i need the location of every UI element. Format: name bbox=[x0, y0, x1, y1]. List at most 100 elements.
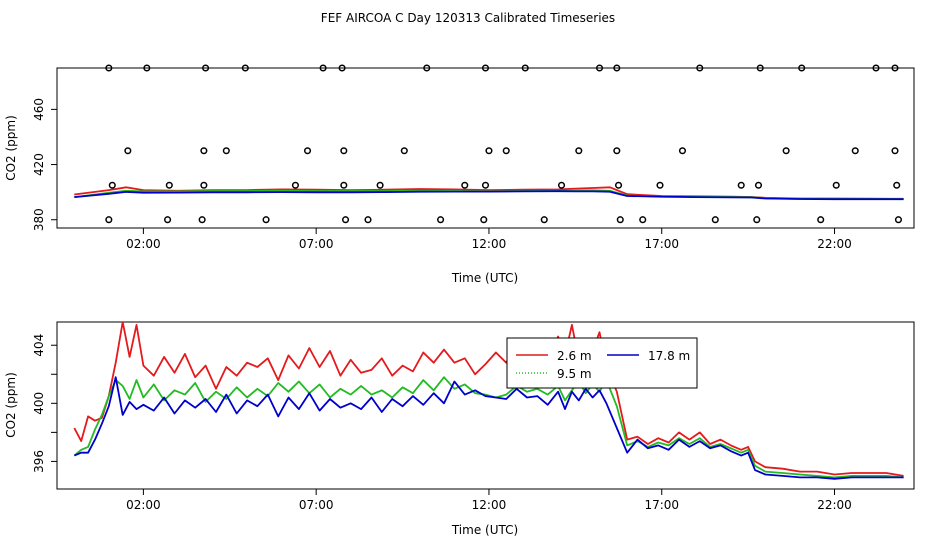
top-y-tick-label: 460 bbox=[32, 98, 46, 121]
calibration-point bbox=[737, 181, 745, 189]
calibration-point bbox=[291, 181, 299, 189]
calibration-point bbox=[782, 147, 790, 155]
calibration-point bbox=[872, 64, 880, 72]
calibration-point bbox=[485, 147, 493, 155]
calibration-point bbox=[376, 181, 384, 189]
calibration-point bbox=[400, 147, 408, 155]
calibration-point bbox=[480, 216, 488, 224]
bottom-y-axis-label: CO2 (ppm) bbox=[4, 372, 18, 438]
top-x-tick-label: 02:00 bbox=[126, 237, 161, 251]
calibration-point bbox=[108, 181, 116, 189]
calibration-point bbox=[639, 216, 647, 224]
top-y-tick-label: 380 bbox=[32, 208, 46, 231]
top-series-lines bbox=[74, 186, 904, 201]
calibration-point bbox=[437, 216, 445, 224]
top-x-tick-label: 07:00 bbox=[299, 237, 334, 251]
legend-label-2.6m: 2.6 m bbox=[557, 349, 592, 363]
bottom-axis-ticks: 02:00 07:00 12:00 17:00 22:00 396 400 404 bbox=[32, 334, 852, 512]
top-axis-ticks: 02:00 07:00 12:00 17:00 22:00 380 420 460 bbox=[32, 98, 852, 251]
calibration-point bbox=[222, 147, 230, 155]
bottom-y-tick-label: 396 bbox=[32, 450, 46, 473]
top-x-tick-label: 17:00 bbox=[644, 237, 679, 251]
calibration-point bbox=[461, 181, 469, 189]
calibration-point bbox=[893, 181, 901, 189]
calibration-point bbox=[540, 216, 548, 224]
calibration-point bbox=[340, 181, 348, 189]
top-calibration-points bbox=[105, 64, 902, 224]
bottom-series-line-17.8m bbox=[73, 376, 904, 480]
bottom-panel-inlet-heights: Time (UTC) CO2 (ppm) 02:00 07:00 12:00 17:0… bbox=[4, 321, 915, 537]
calibration-point bbox=[832, 181, 840, 189]
calibration-point bbox=[198, 216, 206, 224]
calibration-point bbox=[753, 216, 761, 224]
calibration-point bbox=[319, 64, 327, 72]
calibration-point bbox=[502, 147, 510, 155]
calibration-point bbox=[754, 181, 763, 189]
calibration-point bbox=[798, 64, 806, 72]
legend: 2.6 m 17.8 m 9.5 m bbox=[506, 337, 698, 389]
bottom-x-axis-label: Time (UTC) bbox=[451, 523, 518, 537]
legend-label-9.5m: 9.5 m bbox=[557, 367, 592, 381]
calibration-point bbox=[105, 64, 113, 72]
calibration-point bbox=[614, 181, 623, 189]
calibration-point bbox=[656, 181, 664, 189]
calibration-point bbox=[341, 216, 350, 224]
bottom-y-tick-label: 404 bbox=[32, 334, 46, 357]
top-x-tick-label: 12:00 bbox=[472, 237, 507, 251]
calibration-point bbox=[303, 147, 312, 155]
calibration-point bbox=[613, 147, 621, 155]
calibration-point bbox=[202, 64, 210, 72]
calibration-point bbox=[557, 181, 566, 189]
calibration-point bbox=[891, 64, 899, 72]
calibration-point bbox=[165, 181, 173, 189]
top-plot-frame bbox=[56, 67, 915, 229]
figure-title: FEF AIRCOA C Day 120313 Calibrated Times… bbox=[321, 11, 615, 25]
bottom-series-line-9.5m bbox=[73, 376, 904, 479]
calibration-point bbox=[241, 64, 249, 72]
calibration-point bbox=[164, 216, 172, 224]
calibration-point bbox=[711, 216, 719, 224]
calibration-point bbox=[105, 216, 113, 224]
calibration-point bbox=[894, 216, 902, 224]
calibration-point bbox=[696, 64, 704, 72]
legend-box bbox=[506, 337, 698, 389]
calibration-point bbox=[521, 64, 529, 72]
calibration-point bbox=[200, 181, 208, 189]
top-panel-calibrated-all: Time (UTC) CO2 (ppm) 02:00 07:00 12:00 17:0… bbox=[4, 64, 915, 285]
calibration-point bbox=[340, 147, 348, 155]
calibration-point bbox=[262, 216, 270, 224]
top-x-axis-label: Time (UTC) bbox=[451, 271, 518, 285]
top-x-tick-label: 22:00 bbox=[817, 237, 852, 251]
calibration-point bbox=[124, 147, 132, 155]
bottom-plot-frame bbox=[56, 321, 915, 490]
calibration-point bbox=[851, 147, 859, 155]
top-y-axis-label: CO2 (ppm) bbox=[4, 115, 18, 181]
calibration-point bbox=[575, 147, 583, 155]
bottom-x-tick-label: 22:00 bbox=[817, 498, 852, 512]
calibration-point bbox=[423, 64, 431, 72]
calibration-point bbox=[338, 64, 346, 72]
calibration-point bbox=[143, 64, 151, 72]
calibration-point bbox=[595, 64, 604, 72]
calibration-point bbox=[364, 216, 372, 224]
top-series-line-series-2 bbox=[74, 190, 904, 201]
calibration-point bbox=[817, 216, 825, 224]
bottom-series-lines bbox=[73, 321, 904, 480]
bottom-series-line-2.6m bbox=[73, 321, 904, 477]
calibration-point bbox=[891, 147, 899, 155]
bottom-x-tick-label: 02:00 bbox=[126, 498, 161, 512]
calibration-point bbox=[200, 147, 208, 155]
calibration-point bbox=[678, 147, 687, 155]
bottom-y-tick-label: 400 bbox=[32, 392, 46, 415]
legend-label-17.8m: 17.8 m bbox=[648, 349, 690, 363]
bottom-x-tick-label: 12:00 bbox=[472, 498, 507, 512]
bottom-x-tick-label: 07:00 bbox=[299, 498, 334, 512]
bottom-x-tick-label: 17:00 bbox=[644, 498, 679, 512]
calibration-point bbox=[481, 64, 490, 72]
calibration-point bbox=[756, 64, 764, 72]
top-y-tick-label: 420 bbox=[32, 153, 46, 176]
calibration-point bbox=[613, 64, 621, 72]
calibration-point bbox=[616, 216, 624, 224]
calibration-point bbox=[481, 181, 490, 189]
